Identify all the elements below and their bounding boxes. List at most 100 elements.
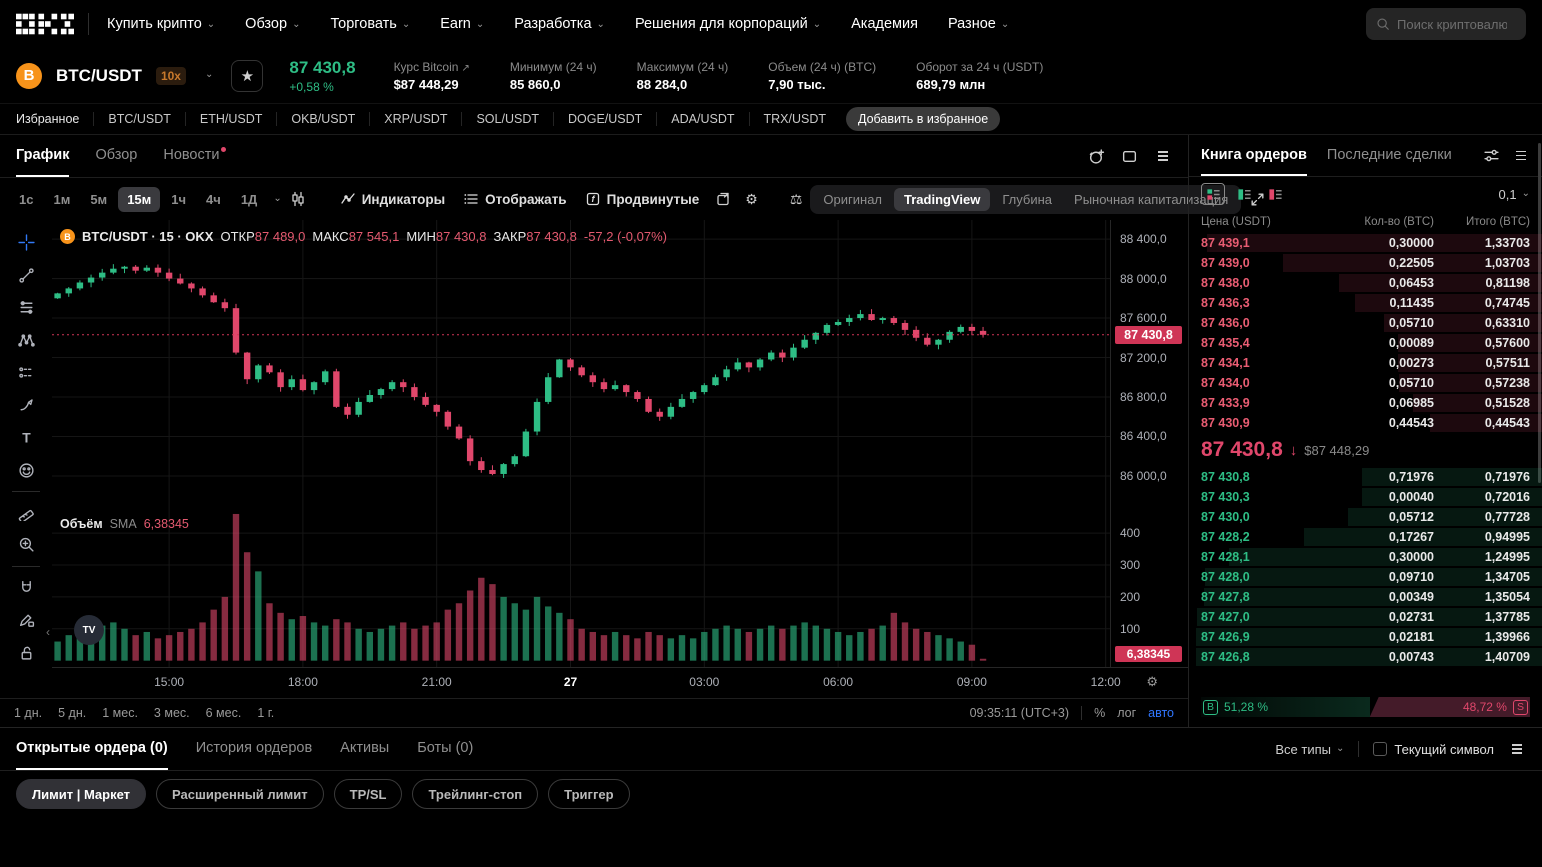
orderbook-layout-bids-icon[interactable] bbox=[1232, 183, 1256, 205]
display-button[interactable]: Отображать bbox=[455, 186, 574, 212]
scale-button[interactable]: % bbox=[1094, 706, 1106, 720]
chart-mode-button[interactable]: Рыночная капитализация bbox=[1074, 191, 1229, 207]
ruler-icon[interactable] bbox=[10, 498, 42, 527]
alert-bell-icon[interactable] bbox=[1088, 148, 1105, 165]
order-type-button[interactable]: TP/SL bbox=[333, 779, 403, 809]
candle-style-icon[interactable] bbox=[284, 187, 312, 211]
orderbook-ask-row[interactable]: 87 434,1 0,00273 0,57511 bbox=[1189, 353, 1542, 373]
orderbook-ask-row[interactable]: 87 433,9 0,06985 0,51528 bbox=[1189, 393, 1542, 413]
timeframe-button[interactable]: 1м bbox=[53, 191, 71, 207]
favorite-pair[interactable]: TRX/USDT bbox=[763, 112, 827, 126]
favorite-pair[interactable]: ADA/USDT bbox=[657, 112, 750, 126]
orders-tab[interactable]: Активы bbox=[340, 740, 390, 756]
range-button[interactable]: 5 дн. bbox=[58, 706, 87, 720]
orders-more-menu-icon[interactable] bbox=[1508, 740, 1526, 758]
lock-icon[interactable] bbox=[10, 638, 42, 667]
timeframe-button[interactable]: 1ч bbox=[171, 191, 187, 207]
orderbook-ask-row[interactable]: 87 439,0 0,22505 1,03703 bbox=[1189, 253, 1542, 273]
chart-mode-button[interactable]: Оригинал bbox=[823, 191, 883, 207]
external-link-icon[interactable]: ↗ bbox=[461, 62, 470, 74]
toolbar-collapse-icon[interactable]: ‹ bbox=[46, 625, 50, 639]
current-symbol-filter[interactable]: Текущий символ bbox=[1373, 742, 1494, 757]
all-types-dropdown[interactable]: Все типы ⌄ bbox=[1275, 741, 1345, 757]
precision-dropdown[interactable]: 0,1 ⌄ bbox=[1498, 186, 1530, 202]
search-input[interactable] bbox=[1397, 16, 1507, 32]
price-axis[interactable]: 88 400,0 88 000,0 87 600,0 87 200,0 86 800,0… bbox=[1110, 220, 1188, 667]
chart-mode-button[interactable]: Глубина bbox=[1002, 191, 1053, 207]
scale-button[interactable]: лог bbox=[1117, 706, 1137, 720]
timezone-settings-icon[interactable]: ⚙ bbox=[1146, 674, 1158, 689]
search-box[interactable] bbox=[1366, 8, 1526, 40]
range-button[interactable]: 1 г. bbox=[257, 706, 275, 720]
nav-item[interactable]: Обзор ⌄ bbox=[245, 16, 301, 32]
candlestick-chart[interactable] bbox=[52, 220, 1110, 667]
range-button[interactable]: 1 мес. bbox=[102, 706, 138, 720]
price-chart-plot[interactable]: B BTC/USDT · 15 · OKX ОТКР87 489,0 МАКС8… bbox=[46, 220, 1110, 667]
order-type-button[interactable]: Триггер bbox=[548, 779, 630, 809]
favorites-label[interactable]: Избранное bbox=[16, 112, 95, 126]
time-axis[interactable]: ⚙ 15:00 18:00 21:00 27 03:00 06:00 09:00 12:00 bbox=[52, 667, 1188, 698]
favorite-pair[interactable]: XRP/USDT bbox=[370, 112, 463, 126]
favorite-star-button[interactable]: ★ bbox=[231, 59, 264, 92]
brush-icon[interactable] bbox=[10, 390, 42, 419]
orderbook-tab[interactable]: Книга ордеров bbox=[1201, 135, 1307, 176]
nav-item[interactable]: Разное ⌄ bbox=[947, 16, 1010, 32]
chart-more-menu-icon[interactable] bbox=[1154, 147, 1172, 165]
orders-tab[interactable]: Боты (0) bbox=[417, 740, 474, 756]
compare-scale-icon[interactable]: ⚖ bbox=[789, 190, 803, 207]
nav-item[interactable]: Решения для корпораций ⌄ bbox=[634, 16, 822, 32]
crosshair-icon[interactable] bbox=[10, 228, 42, 257]
orderbook-ask-row[interactable]: 87 430,9 0,44543 0,44543 bbox=[1189, 413, 1542, 433]
chart-mode-button[interactable]: TradingView bbox=[894, 187, 991, 211]
orderbook-layout-asks-icon[interactable] bbox=[1263, 183, 1287, 205]
favorite-pair[interactable]: BTC/USDT bbox=[94, 112, 186, 126]
nav-item[interactable]: Earn ⌄ bbox=[440, 16, 485, 32]
orderbook-bid-row[interactable]: 87 426,8 0,00743 1,40709 bbox=[1189, 647, 1542, 667]
timeframe-button[interactable]: 1Д bbox=[240, 191, 258, 207]
advanced-button[interactable]: f Продвинутые bbox=[577, 186, 708, 212]
chart-tab[interactable]: Обзор bbox=[95, 147, 138, 163]
orderbook-layout-both-icon[interactable] bbox=[1201, 183, 1225, 205]
orderbook-bid-row[interactable]: 87 426,9 0,02181 1,39966 bbox=[1189, 627, 1542, 647]
pair-name[interactable]: BTC/USDT bbox=[56, 65, 142, 85]
trend-line-icon[interactable] bbox=[10, 260, 42, 289]
orderbook-ask-row[interactable]: 87 436,0 0,05710 0,63310 bbox=[1189, 313, 1542, 333]
orderbook-bid-row[interactable]: 87 430,8 0,71976 0,71976 bbox=[1189, 467, 1542, 487]
nav-item[interactable]: Разработка ⌄ bbox=[514, 16, 605, 32]
orderbook-tab[interactable]: Последние сделки bbox=[1326, 146, 1452, 163]
order-type-button[interactable]: Лимит | Маркет bbox=[16, 779, 147, 809]
zoom-in-icon[interactable] bbox=[10, 530, 42, 559]
orderbook-more-menu-icon[interactable] bbox=[1512, 147, 1530, 165]
timeframe-button[interactable]: 4ч bbox=[206, 191, 221, 207]
nav-item[interactable]: Академия bbox=[851, 16, 918, 32]
magnet-icon[interactable] bbox=[10, 573, 42, 602]
scale-button[interactable]: авто bbox=[1148, 706, 1174, 720]
orderbook-bid-row[interactable]: 87 428,0 0,09710 1,34705 bbox=[1189, 567, 1542, 587]
nav-item[interactable]: Купить крипто ⌄ bbox=[107, 16, 216, 32]
fullscreen-expand-icon[interactable] bbox=[1243, 187, 1272, 212]
orders-tab[interactable]: Открытые ордера (0) bbox=[16, 728, 168, 770]
forecast-icon[interactable] bbox=[10, 358, 42, 387]
orderbook-bid-row[interactable]: 87 430,0 0,05712 0,77728 bbox=[1189, 507, 1542, 527]
order-type-button[interactable]: Трейлинг-стоп bbox=[412, 779, 539, 809]
orderbook-bid-row[interactable]: 87 428,2 0,17267 0,94995 bbox=[1189, 527, 1542, 547]
orderbook-mid-price[interactable]: 87 430,8 ↓ $87 448,29 bbox=[1189, 435, 1542, 465]
checkbox[interactable] bbox=[1373, 742, 1388, 756]
favorite-pair[interactable]: DOGE/USDT bbox=[554, 112, 658, 126]
timeframe-button[interactable]: 1с bbox=[19, 191, 34, 207]
orders-tab[interactable]: История ордеров bbox=[195, 740, 313, 756]
orderbook-ask-row[interactable]: 87 435,4 0,00089 0,57600 bbox=[1189, 333, 1542, 353]
add-favorite-button[interactable]: Добавить в избранное bbox=[846, 107, 1001, 131]
orderbook-ask-row[interactable]: 87 439,1 0,30000 1,33703 bbox=[1189, 233, 1542, 253]
tradingview-logo[interactable]: TV bbox=[74, 615, 104, 645]
range-button[interactable]: 3 мес. bbox=[153, 706, 190, 720]
text-icon[interactable]: T bbox=[10, 423, 42, 452]
layout-sync-icon[interactable] bbox=[709, 187, 737, 211]
pair-chevron-down-icon[interactable]: ⌄ bbox=[204, 69, 214, 80]
timeframe-button[interactable]: 15м bbox=[118, 186, 161, 212]
range-button[interactable]: 1 дн. bbox=[14, 706, 43, 720]
order-type-button[interactable]: Расширенный лимит bbox=[156, 779, 324, 809]
orderbook-bid-row[interactable]: 87 430,3 0,00040 0,72016 bbox=[1189, 487, 1542, 507]
chart-tab[interactable]: Новости bbox=[163, 135, 227, 177]
orderbook-ask-row[interactable]: 87 434,0 0,05710 0,57238 bbox=[1189, 373, 1542, 393]
